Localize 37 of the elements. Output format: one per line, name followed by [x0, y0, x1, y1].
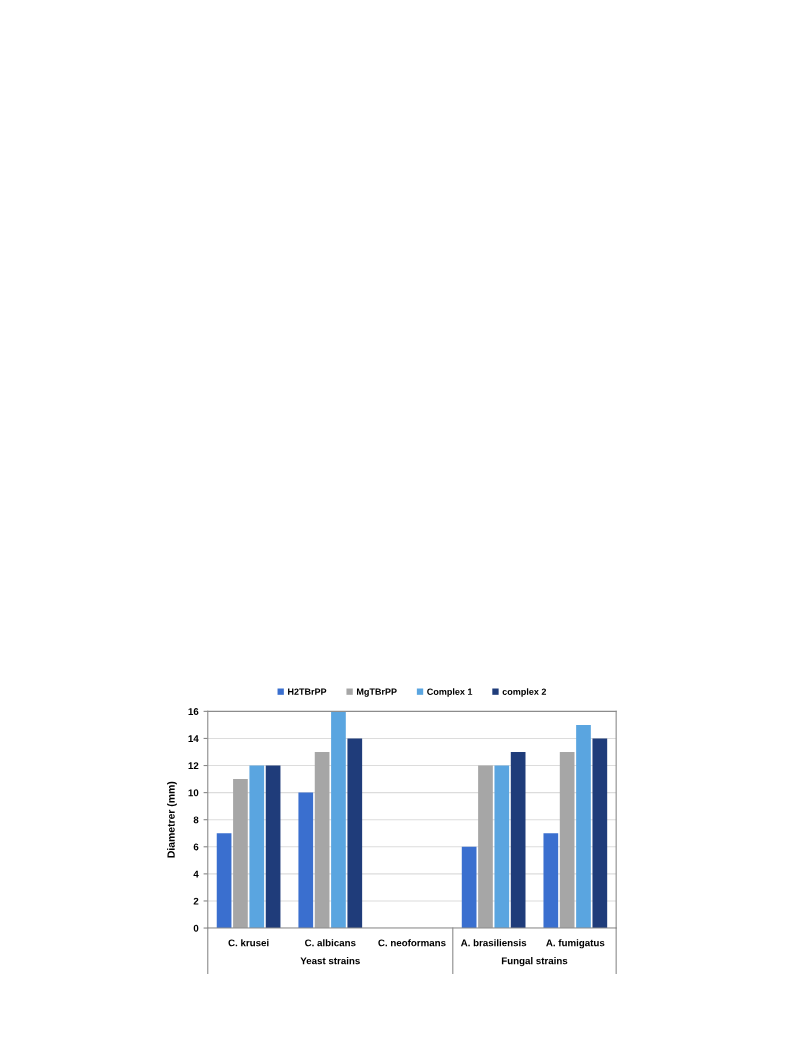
- bar: [233, 779, 248, 929]
- y-tick-label: 0: [193, 924, 199, 932]
- bar: [298, 792, 314, 929]
- x-tick-label: C. albicans: [305, 939, 356, 947]
- y-tick-label: 2: [193, 897, 199, 905]
- y-tick-label: 10: [188, 789, 199, 797]
- legend-label: MgTBrPP: [356, 688, 397, 697]
- legend-label: complex 2: [502, 688, 547, 697]
- y-tick-label: 12: [188, 762, 199, 770]
- bar: [347, 738, 363, 929]
- bar: [559, 751, 575, 929]
- x-tick-label: A. fumigatus: [546, 939, 605, 949]
- text: Yeast strains: [300, 957, 360, 965]
- bar: [543, 833, 559, 929]
- bar: [576, 724, 591, 929]
- bar: [592, 738, 608, 929]
- y-tick-label: 16: [188, 708, 199, 715]
- bar: [249, 765, 265, 929]
- y-tick-label: 14: [188, 735, 199, 742]
- bar: [331, 711, 346, 929]
- y-tick-label: 4: [193, 870, 199, 878]
- bar: [478, 765, 493, 929]
- y-tick-label: 8: [193, 816, 199, 824]
- bar: [510, 751, 526, 929]
- text: Fungal strains: [501, 957, 568, 967]
- y-tick-label: 6: [193, 843, 199, 851]
- y-axis-title: Diametrer (mm): [167, 781, 177, 858]
- bar: [314, 751, 330, 929]
- bar: [216, 833, 232, 929]
- bar: [494, 765, 510, 929]
- x-tick-label: A. brasiliensis: [460, 939, 527, 947]
- x-tick-label: C. neoformans: [378, 939, 446, 947]
- bar: [265, 765, 281, 929]
- bar: [461, 846, 477, 929]
- legend-label: Complex 1: [427, 688, 473, 697]
- x-tick-label: C. krusei: [228, 939, 269, 947]
- legend-label: H2TBrPP: [288, 688, 327, 695]
